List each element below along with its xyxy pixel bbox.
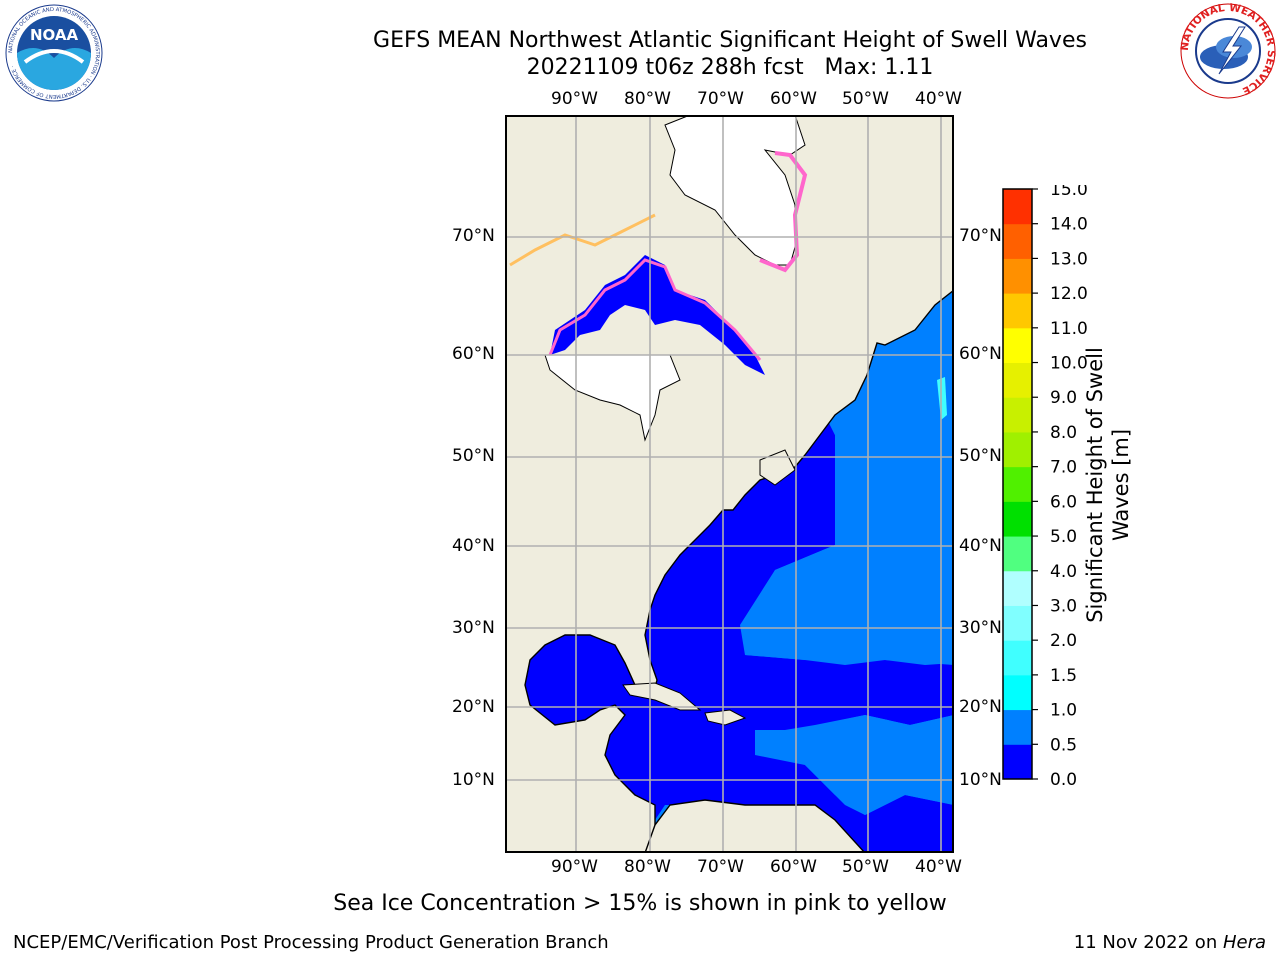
colorbar-segment [1003,570,1032,606]
land-newfoundland [759,449,796,486]
footer-credit: NCEP/EMC/Verification Post Processing Pr… [13,932,609,953]
colorbar-segment [1003,674,1032,711]
lon-tick-bottom-40: 40°W [915,857,962,877]
water-hudson-strait [550,255,765,375]
colorbar-segment [1003,223,1032,259]
colorbar-segment [1003,258,1032,294]
colorbar-tick-label: 0.0 [1050,770,1077,790]
colorbar-tick-label: 5.0 [1050,527,1077,547]
swell-patch-cyan-2 [937,377,947,420]
ice-greenland [664,115,806,266]
land-hispaniola [704,709,747,726]
lon-tick-top-60: 60°W [770,89,817,109]
lat-tick-left-70: 70°N [452,226,495,246]
lat-tick-right-50: 50°N [959,446,1002,466]
lon-tick-top-90: 90°W [551,89,598,109]
colorbar-tick-label: 11.0 [1050,319,1088,339]
noaa-logo: NOAA NATIONAL OCEANIC AND ATMOSPHERIC AD… [5,4,103,102]
colorbar-segment [1003,744,1032,780]
colorbar-tick-label: 2.0 [1050,631,1077,651]
lon-tick-bottom-80: 80°W [624,857,671,877]
svg-text:NOAA: NOAA [30,26,79,44]
colorbar-tick-label: 13.0 [1050,249,1088,269]
colorbar-tick-label: 6.0 [1050,492,1077,512]
lon-tick-top-50: 50°W [842,89,889,109]
lon-tick-bottom-70: 70°W [697,857,744,877]
colorbar-segment [1003,327,1032,364]
colorbar-tick-label: 4.0 [1050,562,1077,582]
ice-arctic-fringe [509,213,656,267]
colorbar-tick-label: 14.0 [1050,215,1088,235]
lon-tick-bottom-50: 50°W [842,857,889,877]
land-cuba [622,682,702,711]
lat-tick-right-70: 70°N [959,226,1002,246]
lat-tick-right-60: 60°N [959,344,1002,364]
colorbar-tick-label: 7.0 [1050,458,1077,478]
lat-tick-right-40: 40°N [959,536,1002,556]
colorbar-frame [1002,188,1033,780]
colorbar-segment [1003,709,1032,745]
lon-tick-bottom-90: 90°W [551,857,598,877]
swell-band-mid-2 [795,715,954,815]
colorbar: 0.0 0.5 1.0 1.5 2.0 3.0 4.0 5.0 6.0 7.0 8.0 9.0 10.0… [1002,185,1088,790]
chart-title: GEFS MEAN Northwest Atlantic Significant… [373,28,1087,53]
colorbar-segment [1003,397,1032,433]
lat-tick-left-60: 60°N [452,344,495,364]
colorbar-tick-label: 1.5 [1050,666,1077,686]
chart-subtitle: 20221109 t06z 288h fcst Max: 1.11 [526,55,934,80]
ice-hudson-bay [544,354,681,442]
map-panel [505,115,954,853]
lon-tick-bottom-60: 60°W [770,857,817,877]
map-frame [505,115,954,853]
graticule [505,115,954,853]
nws-logo: NATIONAL WEATHER SERVICE [1179,2,1277,99]
ice-layer [509,115,808,442]
colorbar-tick-label: 1.0 [1050,701,1077,721]
colorbar-segment [1003,536,1032,572]
colorbar-tick-label: 8.0 [1050,423,1077,443]
lon-tick-top-80: 80°W [624,89,671,109]
lon-tick-top-70: 70°W [697,89,744,109]
footer-date: 11 Nov 2022 on Hera [1073,932,1266,953]
colorbar-tick-label: 0.5 [1050,735,1077,755]
colorbar-tick-label: 12.0 [1050,284,1088,304]
colorbar-segment [1003,501,1032,537]
colorbar-segment [1003,640,1032,676]
colorbar-tick-label: 10.0 [1050,354,1088,374]
land-south-america [644,799,866,853]
lat-tick-left-50: 50°N [452,446,495,466]
islands [622,449,796,726]
colorbar-tick-label: 15.0 [1050,185,1088,200]
colorbar-segment [1003,293,1032,329]
sea-ice-note: Sea Ice Concentration > 15% is shown in … [333,891,947,916]
lat-tick-left-10: 10°N [452,770,495,790]
lat-tick-right-10: 10°N [959,770,1002,790]
lat-tick-right-30: 30°N [959,618,1002,638]
colorbar-tick-label: 9.0 [1050,388,1077,408]
colorbar-segment [1003,189,1032,225]
ice-greenland-edge [759,151,808,273]
lat-tick-left-20: 20°N [452,697,495,717]
swell-band-mid [745,290,954,665]
colorbar-segment [1003,605,1032,641]
colorbar-segment [1003,362,1032,398]
lat-tick-left-40: 40°N [452,536,495,556]
lon-tick-top-40: 40°W [915,89,962,109]
lat-tick-left-30: 30°N [452,618,495,638]
colorbar-tick-label: 3.0 [1050,596,1077,616]
colorbar-segment [1003,466,1032,502]
colorbar-segment [1003,431,1032,468]
lat-tick-right-20: 20°N [959,697,1002,717]
